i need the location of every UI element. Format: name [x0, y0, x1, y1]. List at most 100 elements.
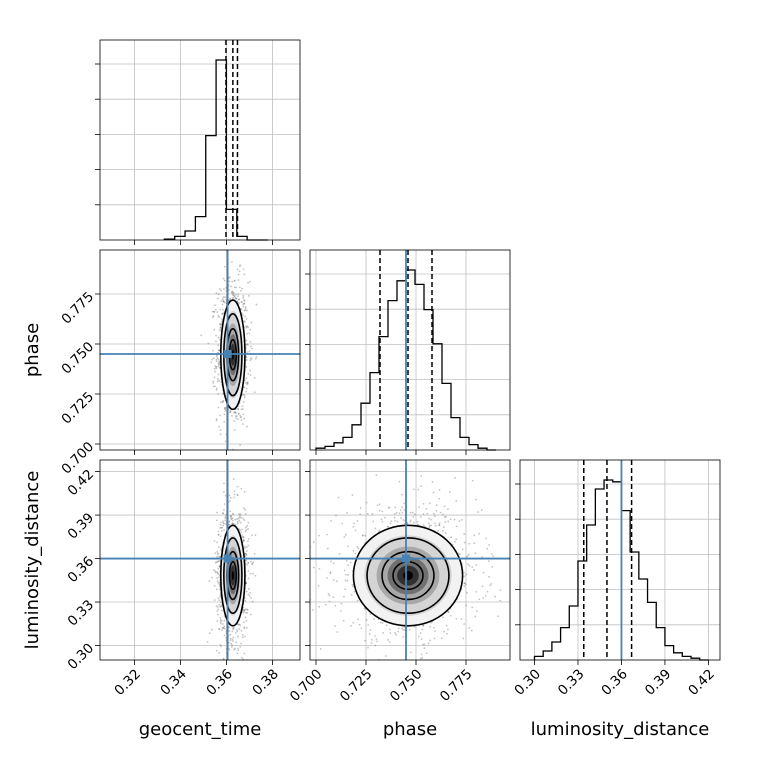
scatter-point	[255, 303, 258, 306]
scatter-point	[216, 580, 219, 583]
hist-bar	[361, 403, 370, 450]
scatter-point	[219, 327, 222, 329]
scatter-point	[384, 516, 386, 519]
y-tick-label: 0.33	[65, 597, 98, 630]
scatter-point	[252, 561, 255, 564]
scatter-point	[486, 590, 489, 593]
scatter-point	[379, 621, 382, 624]
scatter-point	[442, 513, 444, 516]
scatter-point	[489, 584, 492, 587]
scatter-point	[223, 619, 226, 622]
scatter-point	[398, 512, 401, 515]
scatter-point	[245, 356, 248, 359]
contour-line	[381, 550, 435, 601]
scatter-point	[218, 583, 221, 586]
density-level	[403, 571, 413, 581]
scatter-point	[217, 378, 219, 380]
scatter-point	[214, 308, 217, 311]
scatter-point	[228, 625, 230, 628]
scatter-point	[485, 537, 487, 540]
scatter-point	[220, 619, 223, 622]
scatter-point	[473, 534, 476, 537]
scatter-point	[222, 520, 224, 523]
scatter-point	[462, 571, 465, 574]
scatter-point	[238, 412, 240, 415]
scatter-point	[224, 406, 226, 409]
scatter-point	[318, 605, 321, 608]
scatter-point	[345, 573, 347, 576]
scatter-point	[416, 520, 419, 523]
scatter-point	[345, 559, 348, 562]
scatter-point	[242, 305, 245, 308]
scatter-point	[243, 299, 245, 301]
scatter-point	[222, 524, 225, 527]
hist-bar	[451, 418, 460, 450]
scatter-point	[433, 626, 435, 629]
scatter-point	[455, 538, 458, 541]
scatter-point	[222, 512, 225, 515]
scatter-point	[473, 542, 476, 545]
scatter-point	[471, 479, 474, 482]
scatter-point	[223, 265, 226, 268]
scatter-point	[440, 637, 443, 640]
scatter-point	[365, 501, 368, 504]
scatter-point	[212, 380, 215, 383]
scatter-point	[223, 625, 226, 628]
scatter-point	[246, 325, 249, 328]
scatter-point	[494, 595, 496, 598]
scatter-point	[237, 649, 240, 652]
scatter-point	[344, 579, 347, 582]
scatter-point	[466, 555, 469, 557]
scatter-point	[215, 418, 218, 420]
scatter-point	[223, 288, 225, 291]
scatter-point	[238, 298, 241, 301]
scatter-point	[450, 536, 453, 539]
scatter-point	[423, 643, 426, 646]
scatter-point	[346, 579, 349, 582]
hist-bar	[639, 579, 648, 660]
scatter-point	[219, 330, 222, 332]
scatter-point	[250, 358, 253, 360]
panel-geocent_time-vs-phase: 0.700 0.725 0.750 0.775	[59, 249, 301, 478]
scatter-point	[353, 522, 355, 525]
scatter-point	[245, 326, 248, 329]
scatter-point	[430, 524, 433, 527]
scatter-point	[248, 595, 251, 597]
scatter-point	[230, 515, 233, 517]
scatter-point	[222, 277, 225, 280]
scatter-point	[219, 601, 222, 604]
scatter-point	[215, 389, 218, 391]
scatter-point	[461, 548, 464, 551]
scatter-point	[365, 619, 368, 621]
scatter-point	[223, 301, 226, 304]
scatter-point	[332, 562, 335, 565]
scatter-point	[343, 595, 345, 598]
scatter-point	[228, 494, 231, 497]
scatter-point	[328, 600, 331, 603]
scatter-point	[218, 361, 221, 363]
scatter-point	[219, 308, 222, 311]
contour-line	[366, 537, 450, 615]
scatter-point	[428, 517, 431, 520]
scatter-point	[447, 508, 449, 510]
scatter-point	[403, 508, 406, 511]
x-axis-label-phase: phase	[383, 719, 437, 740]
scatter-point	[219, 616, 222, 619]
scatter-point	[216, 576, 218, 579]
scatter-point	[389, 632, 392, 635]
hist-bar	[621, 511, 630, 660]
scatter-point	[215, 588, 218, 591]
scatter-point	[243, 320, 245, 323]
scatter-point	[350, 594, 353, 596]
scatter-point	[213, 328, 216, 331]
scatter-point	[245, 553, 247, 555]
scatter-point	[245, 526, 247, 529]
scatter-point	[238, 623, 241, 626]
scatter-point	[471, 606, 474, 609]
scatter-point	[481, 585, 484, 588]
scatter-point	[231, 414, 233, 417]
scatter-point	[250, 321, 253, 324]
scatter-point	[220, 289, 222, 292]
scatter-point	[338, 553, 341, 555]
scatter-point	[247, 521, 250, 524]
